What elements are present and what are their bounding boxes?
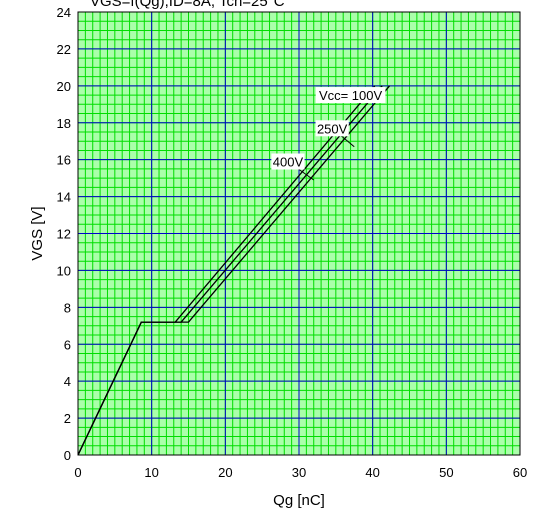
y-tick-label: 16 [57,153,71,168]
y-axis-label: VGS [V] [29,206,46,260]
annotation-label-2: 400V [273,155,304,170]
x-tick-label: 50 [439,465,453,480]
y-tick-label: 20 [57,79,71,94]
y-tick-label: 18 [57,116,71,131]
y-tick-label: 8 [64,300,71,315]
y-tick-label: 14 [57,190,71,205]
x-tick-label: 40 [365,465,379,480]
x-tick-label: 20 [218,465,232,480]
y-tick-label: 22 [57,42,71,57]
x-tick-label: 0 [74,465,81,480]
y-tick-label: 10 [57,263,71,278]
x-tick-label: 60 [513,465,527,480]
y-tick-label: 24 [57,5,71,20]
x-tick-labels: 0 10 20 30 40 50 60 [74,465,527,480]
x-tick-label: 10 [144,465,158,480]
y-tick-label: 4 [64,374,71,389]
y-tick-label: 0 [64,448,71,463]
y-tick-label: 2 [64,411,71,426]
y-tick-label: 6 [64,337,71,352]
y-tick-label: 12 [57,227,71,242]
annotation-label-1: 250V [317,121,348,136]
x-axis-label: Qg [nC] [273,492,325,509]
x-tick-label: 30 [292,465,306,480]
chart-title: VGS=f(Qg),ID=8A, Tch=25°C [90,0,285,10]
annotation-label-0: Vcc= 100V [319,88,383,103]
